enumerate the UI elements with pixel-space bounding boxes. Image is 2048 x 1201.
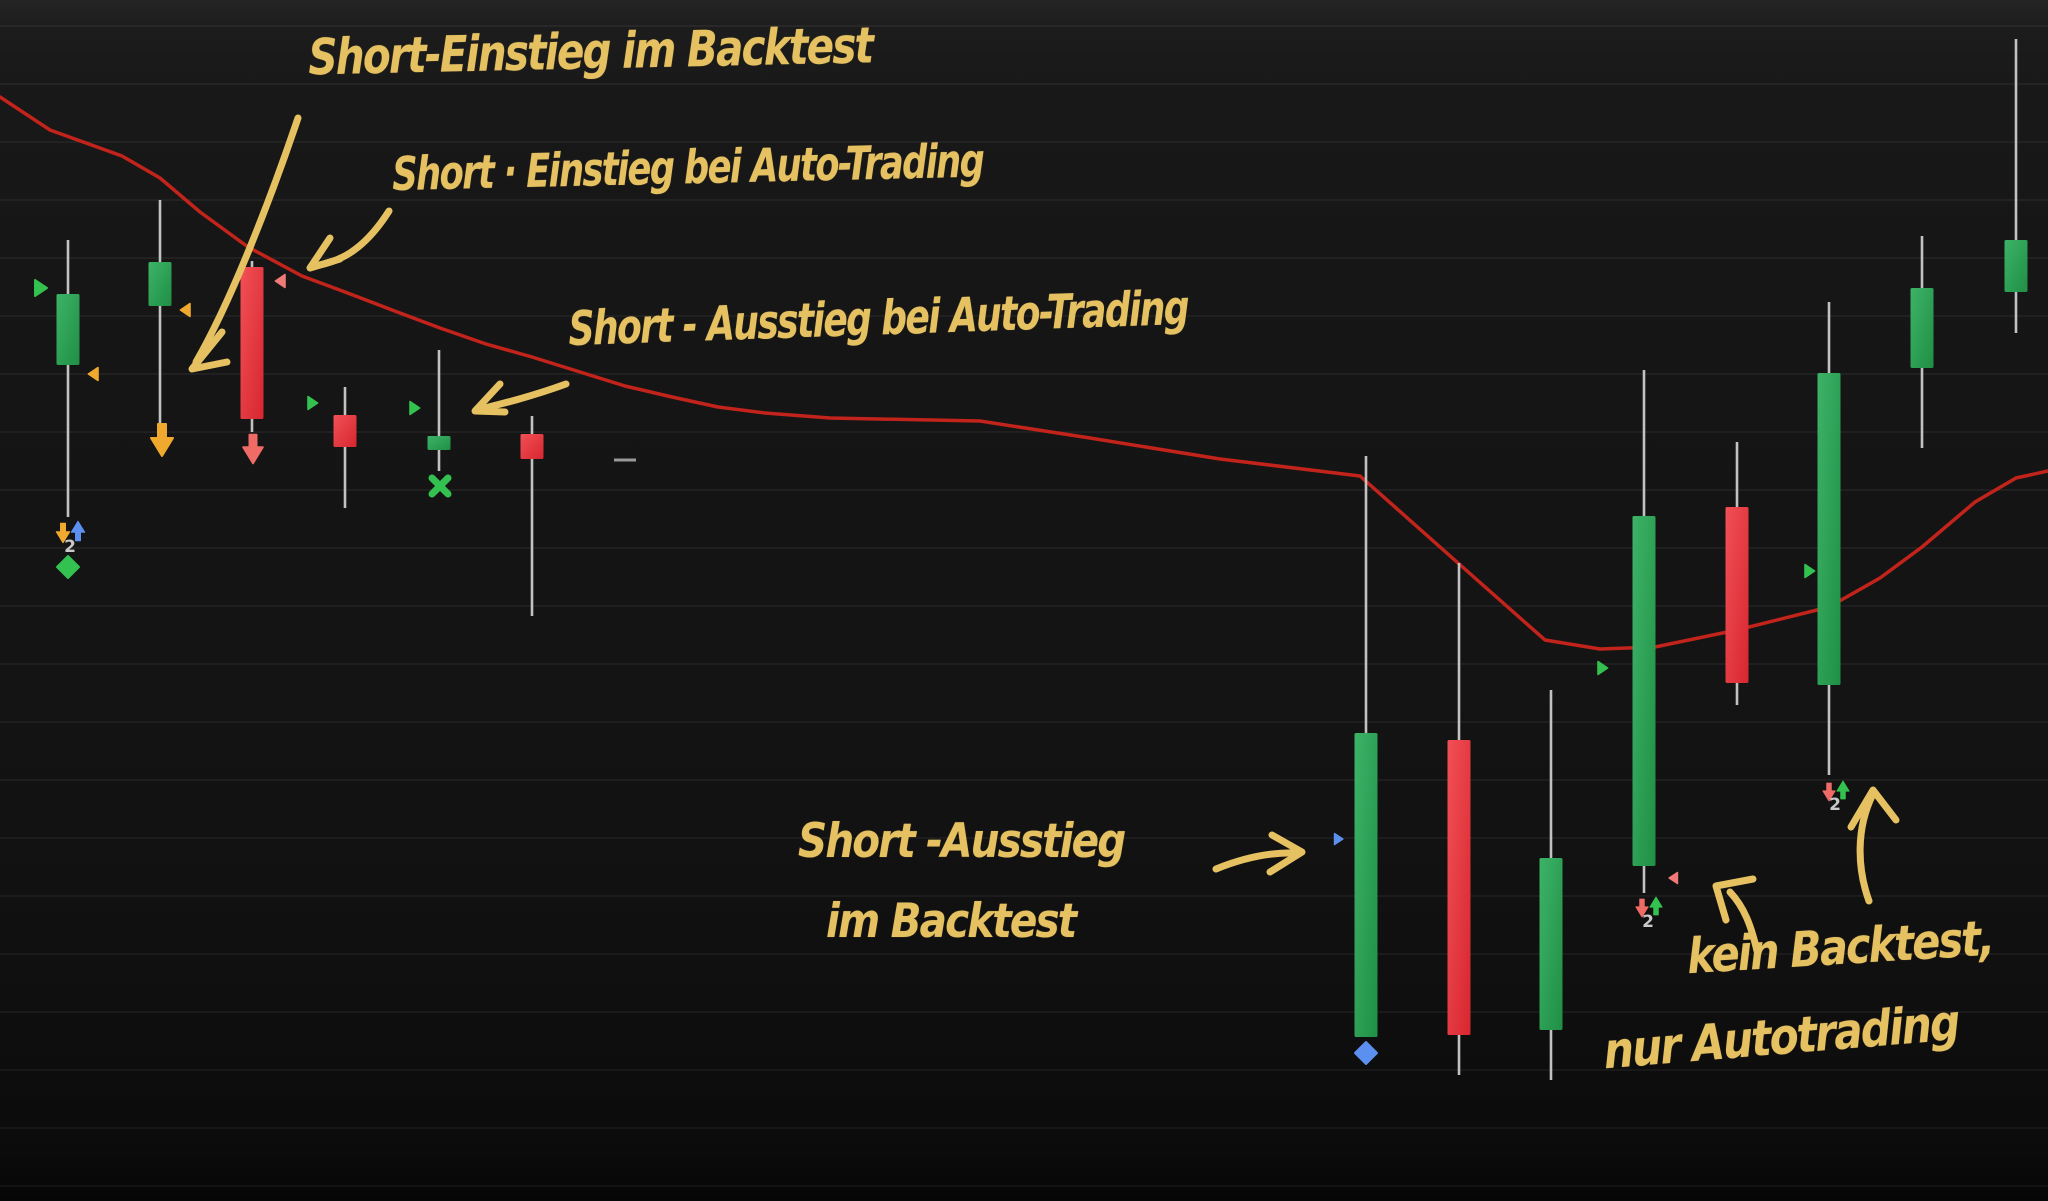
x-stroke (428, 474, 452, 498)
marker-arrow-up (70, 520, 86, 542)
handwritten-arrows-layer (188, 114, 1900, 955)
candle-down (333, 415, 357, 447)
candle-down (520, 434, 544, 459)
marker-arrow-down (1635, 898, 1649, 918)
marker-tri-right (409, 400, 421, 416)
marker-tri-right (1597, 660, 1609, 676)
arrow-head (1712, 875, 1757, 924)
arrow-to-backtest-exit (1212, 831, 1306, 876)
marker-tri-right (1804, 563, 1816, 579)
marker-diamond (56, 555, 80, 579)
arrow-head (471, 380, 509, 416)
arrow-to-autotrade-entry (306, 207, 393, 272)
arrow-shaft (477, 380, 570, 413)
candle-up (1632, 516, 1656, 866)
arrow-to-autotrade-exit (471, 380, 570, 416)
marker-tri-right (307, 395, 319, 411)
marker-arrow-up (1649, 896, 1663, 916)
marker-tri-left (179, 302, 191, 318)
arrow-head (1847, 786, 1900, 831)
marker-tri-left (87, 366, 99, 382)
arrow-shaft (1212, 849, 1301, 873)
candle-up (1910, 288, 1934, 368)
marker-count-label: 2 (1642, 912, 1654, 932)
marker-arrow-down (55, 522, 71, 544)
annotation-short-exit-backtest-l1: Short -Ausstieg (798, 814, 1126, 870)
arrow-head (188, 328, 231, 373)
candles-layer (56, 39, 2028, 1080)
candle-up (56, 294, 80, 365)
marker-arrow-down (1822, 782, 1836, 802)
annotation-short-exit-backtest-l2: im Backtest (826, 894, 1077, 950)
candle-up (148, 262, 172, 306)
candle-up (1354, 733, 1378, 1037)
marker-tri-right (34, 279, 48, 297)
arrow-to-candle13-markers (1847, 786, 1900, 905)
marker-arrow-down (150, 423, 174, 457)
ma-line (0, 95, 2048, 651)
marker-arrow-up (1836, 780, 1850, 800)
moving-average-line-layer (0, 95, 2048, 651)
candle-up (1539, 858, 1563, 1030)
marker-count-label: 2 (64, 537, 76, 557)
arrow-to-backtest-entry (188, 114, 302, 373)
arrow-to-candle11-markers (1712, 875, 1761, 955)
arrow-shaft (192, 114, 302, 366)
annotation-short-entry-backtest: Short-Einstieg im Backtest (308, 15, 873, 87)
gridlines (0, 25, 2048, 1187)
marker-count-label: 2 (1829, 795, 1841, 815)
arrow-shaft (1726, 888, 1761, 955)
marker-xcross (428, 474, 452, 498)
marker-arrow-down (242, 433, 264, 465)
trade-markers-layer: 2 2 2 (34, 273, 1850, 1065)
candle-up (427, 436, 451, 450)
arrow-shaft (1856, 790, 1877, 905)
candle-up (1817, 373, 1841, 685)
marker-diamond (1354, 1041, 1378, 1065)
candle-down (1725, 507, 1749, 683)
candle-down (240, 267, 264, 419)
arrow-head (1266, 831, 1306, 876)
candle-up (2004, 240, 2028, 292)
candle-down (1447, 740, 1471, 1035)
marker-tri-left (1668, 871, 1679, 885)
marker-tri-right (1333, 832, 1344, 846)
marker-tri-left (274, 273, 286, 289)
arrow-head (306, 234, 344, 272)
